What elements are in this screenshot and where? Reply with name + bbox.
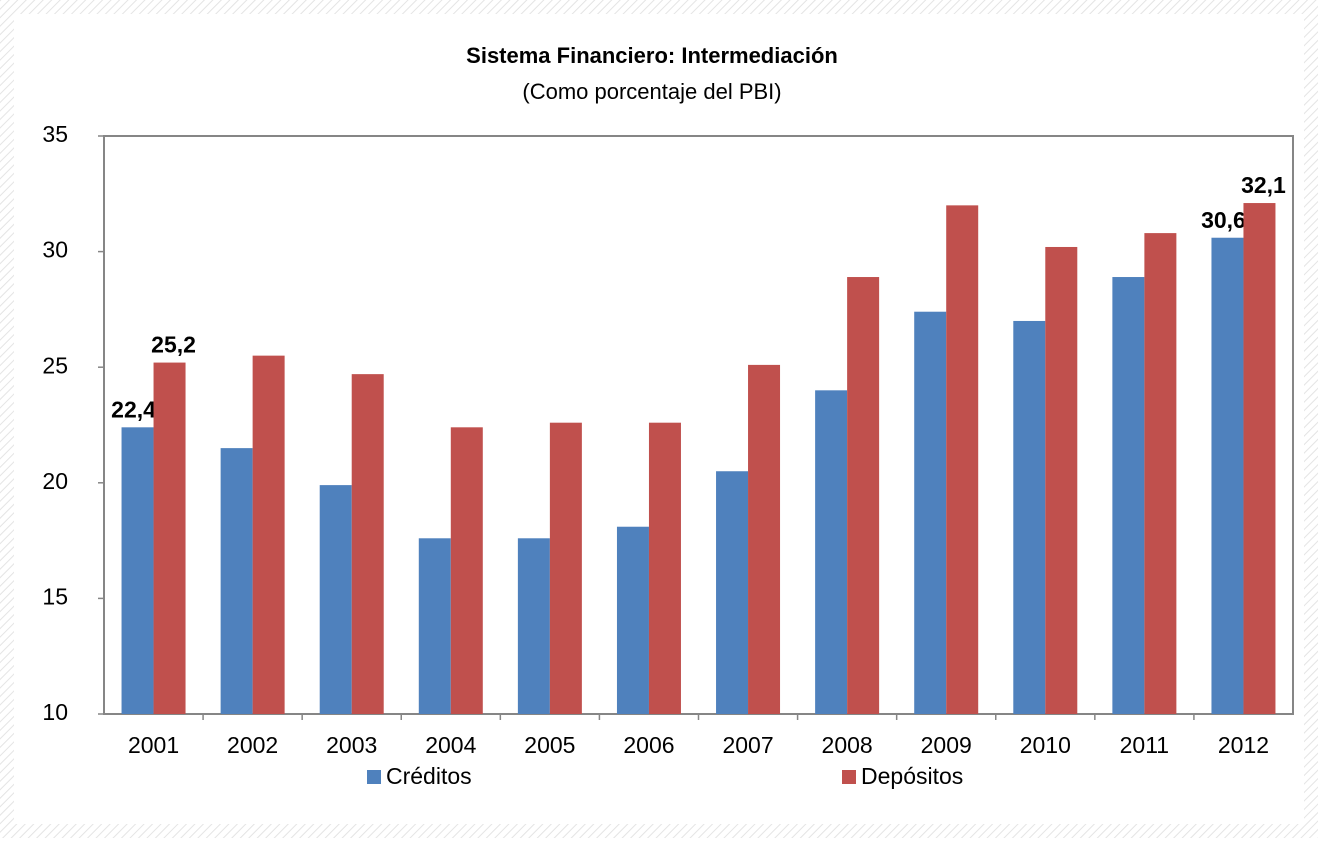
bar: [351, 374, 384, 714]
x-tick-label: 2001: [128, 732, 179, 758]
legend-swatch: [842, 770, 856, 784]
bar: [815, 390, 848, 714]
bar: [1243, 203, 1276, 714]
legend-label: Créditos: [386, 763, 472, 789]
y-tick-label: 10: [42, 699, 68, 725]
x-tick-label: 2011: [1120, 732, 1169, 758]
x-tick-label: 2010: [1020, 732, 1071, 758]
x-tick-label: 2006: [623, 732, 674, 758]
bar: [153, 362, 186, 714]
bar: [1045, 246, 1078, 714]
x-tick-label: 2003: [326, 732, 377, 758]
legend-swatch: [367, 770, 381, 784]
bar: [748, 364, 781, 714]
bar: [549, 422, 582, 714]
x-tick-label: 2002: [227, 732, 278, 758]
bar: [418, 538, 451, 714]
value-label: 32,1: [1241, 172, 1286, 198]
x-tick-label: 2012: [1218, 732, 1269, 758]
x-tick-label: 2005: [524, 732, 575, 758]
x-tick-label: 2009: [921, 732, 972, 758]
y-tick-label: 35: [42, 121, 68, 147]
chart-subtitle: (Como porcentaje del PBI): [522, 79, 781, 104]
bar: [914, 311, 947, 714]
bar: [1211, 237, 1244, 714]
x-tick-label: 2004: [425, 732, 476, 758]
value-label: 25,2: [151, 332, 196, 358]
bar: [716, 471, 749, 714]
y-tick-label: 30: [42, 237, 68, 263]
bar: [1144, 233, 1177, 714]
bar: [1112, 277, 1145, 714]
bar: [121, 427, 154, 714]
bar: [1013, 320, 1046, 714]
bar: [648, 422, 681, 714]
bar: [517, 538, 550, 714]
bar: [847, 277, 880, 714]
bar: [946, 205, 979, 715]
bar: [319, 485, 352, 714]
value-label: 22,4: [111, 396, 156, 422]
legend-label: Depósitos: [861, 763, 963, 789]
bar: [220, 448, 253, 714]
y-tick-label: 20: [42, 468, 68, 494]
chart-title: Sistema Financiero: Intermediación: [466, 43, 838, 68]
bar: [450, 427, 483, 714]
value-label: 30,6: [1201, 207, 1246, 233]
x-tick-label: 2008: [822, 732, 873, 758]
bar: [616, 526, 649, 714]
x-tick-label: 2007: [722, 732, 773, 758]
bar: [252, 355, 285, 714]
y-tick-label: 25: [42, 352, 68, 378]
y-tick-label: 15: [42, 583, 68, 609]
